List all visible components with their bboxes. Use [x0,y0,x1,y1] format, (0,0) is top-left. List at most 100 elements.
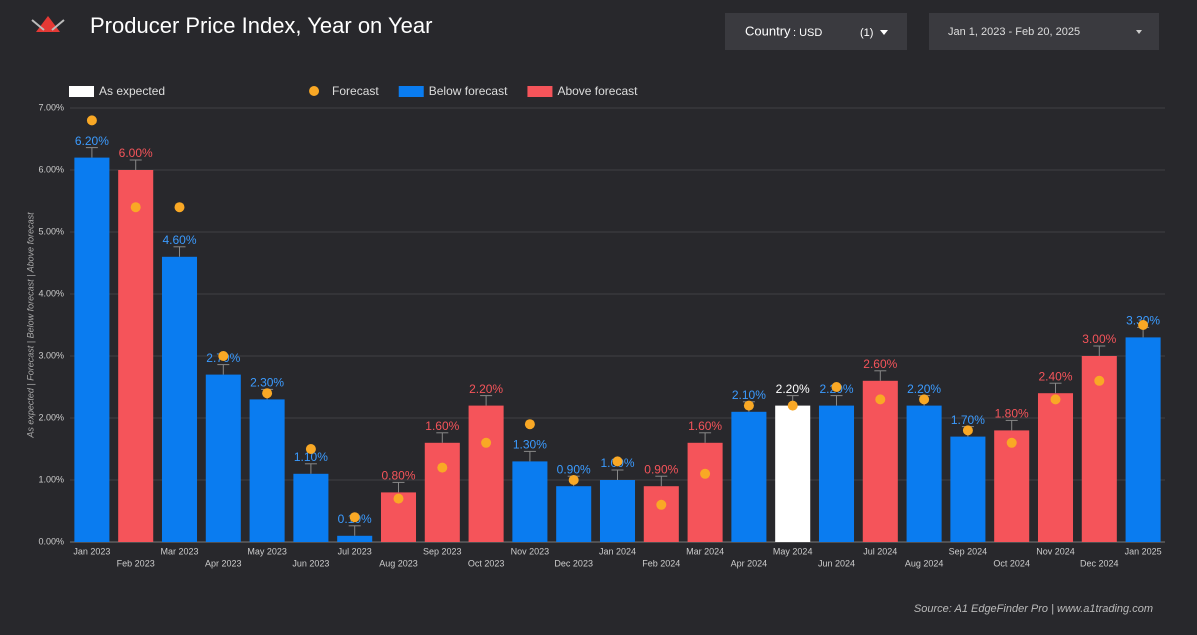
data-label: 2.30% [250,376,284,390]
data-label: 1.80% [995,407,1029,421]
dropdown-arrow [1136,30,1142,34]
bar [1125,337,1161,542]
forecast-dot [612,456,623,467]
y-tick-label: 5.00% [38,226,64,236]
data-label: 2.60% [863,357,897,371]
data-label: 6.00% [119,146,153,160]
y-tick-label: 1.00% [38,474,64,484]
y-tick-label: 3.00% [38,350,64,360]
legend-label: Forecast [332,84,379,98]
bar [205,374,241,542]
country-box[interactable] [725,13,907,50]
x-tick-label: Dec 2023 [554,558,593,568]
forecast-dot [481,437,492,448]
forecast-dot [1138,320,1149,330]
forecast-dot [524,419,535,430]
forecast-dot [743,400,754,411]
data-label: 0.90% [557,462,591,476]
bar [599,480,636,542]
legend-swatch [527,86,553,97]
bar [293,473,329,542]
x-tick-label: Jan 2025 [1125,546,1162,556]
country-label: Country [745,23,791,38]
plot: 0.00% 1.00% 2.00% 3.00% 4.00% 5.00% 6.00% 7.00%… [38,84,1165,568]
x-tick-label: Feb 2023 [117,558,155,568]
logo [31,16,65,32]
data-label: 2.40% [1038,369,1072,383]
x-tick-label: Jan 2024 [599,546,636,556]
forecast-dot [393,493,404,504]
data-label: 0.90% [644,462,678,476]
forecast-dot [305,444,316,454]
forecast-dot [130,202,141,213]
data-label: 2.10% [732,388,766,402]
y-tick-label: 6.00% [38,164,64,174]
date-box[interactable] [929,13,1159,50]
country-count: (1) [860,27,873,39]
chart-title: Producer Price Index, Year on Year [90,13,432,38]
country-value: : USD [793,27,822,39]
x-tick-label: Apr 2023 [205,558,242,568]
bar [950,436,986,542]
x-tick-label: Jul 2024 [863,546,897,556]
data-label: 2.20% [776,382,810,396]
bar [731,411,767,542]
x-tick-label: May 2024 [773,546,813,556]
x-tick-label: Sep 2024 [949,546,988,556]
forecast-dot [787,400,798,411]
x-tick-label: Mar 2024 [686,546,724,556]
data-label: 4.60% [162,233,196,247]
x-tick-label: Jan 2023 [73,546,110,556]
bar [424,442,460,542]
bar [775,405,811,542]
x-tick-label: Jul 2023 [338,546,372,556]
bar [1037,393,1074,542]
data-label: 1.60% [425,419,459,433]
y-tick-label: 7.00% [38,102,64,112]
legend-swatch [309,86,320,96]
forecast-dot [1094,375,1105,386]
x-tick-label: Jun 2023 [292,558,329,568]
bar [74,157,110,542]
dropdown-arrow [880,30,888,35]
legend-swatch [398,86,424,97]
x-tick-label: Dec 2024 [1080,558,1119,568]
date-filter[interactable]: Jan 1, 2023 - Feb 20, 2025 [929,13,1159,50]
y-tick-label: 4.00% [38,288,64,298]
forecast-dot [349,512,360,523]
bar [994,430,1030,542]
source: Source: A1 EdgeFinder Pro | www.a1tradin… [914,603,1153,615]
x-tick-label: Sep 2023 [423,546,462,556]
data-label: 0.80% [381,469,415,483]
forecast-dot [1050,394,1061,405]
x-tick-label: May 2023 [247,546,287,556]
bar [337,535,373,542]
data-label: 2.20% [907,382,941,396]
x-tick-label: Oct 2023 [468,558,505,568]
forecast-dot [568,475,579,485]
bar [818,405,855,542]
data-label: 1.10% [294,450,328,464]
y-axis-label: As expected | Forecast | Below forecast … [25,212,35,439]
forecast-dot [86,115,97,126]
data-label: 1.30% [513,438,547,452]
forecast-dot [700,468,711,479]
x-tick-label: Jun 2024 [818,558,855,568]
x-tick-label: Aug 2024 [905,558,944,568]
x-tick-label: Nov 2023 [511,546,550,556]
y-tick-label: 2.00% [38,412,64,422]
x-tick-label: Apr 2024 [731,558,768,568]
data-label: 2.20% [469,382,503,396]
country-filter[interactable]: Country : USD (1) [725,13,907,50]
bar [161,256,198,542]
bar [556,486,592,542]
bar [249,399,285,542]
forecast-dot [174,202,185,213]
forecast-dot [656,499,667,510]
legend-label: Above forecast [557,84,638,98]
bar [687,442,723,542]
forecast-dot [218,351,229,361]
bar [118,170,154,542]
